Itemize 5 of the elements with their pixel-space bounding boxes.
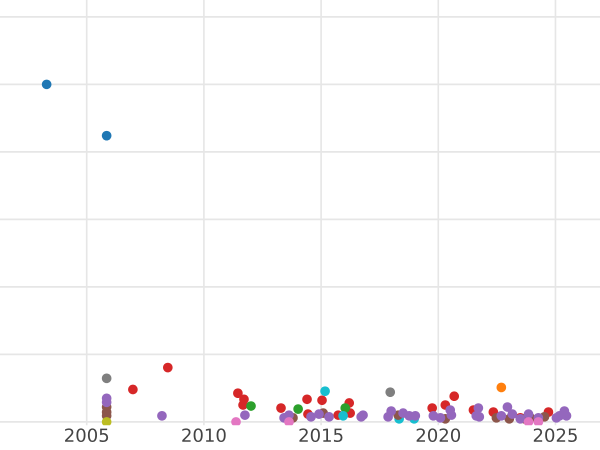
x-tick-label: 2015 [299, 428, 342, 442]
x-tick-label: 2020 [416, 428, 460, 442]
x-tick-label: 2005 [65, 428, 108, 442]
x-tick-label: 2010 [182, 428, 226, 442]
x-tick-label: 2025 [534, 428, 577, 442]
